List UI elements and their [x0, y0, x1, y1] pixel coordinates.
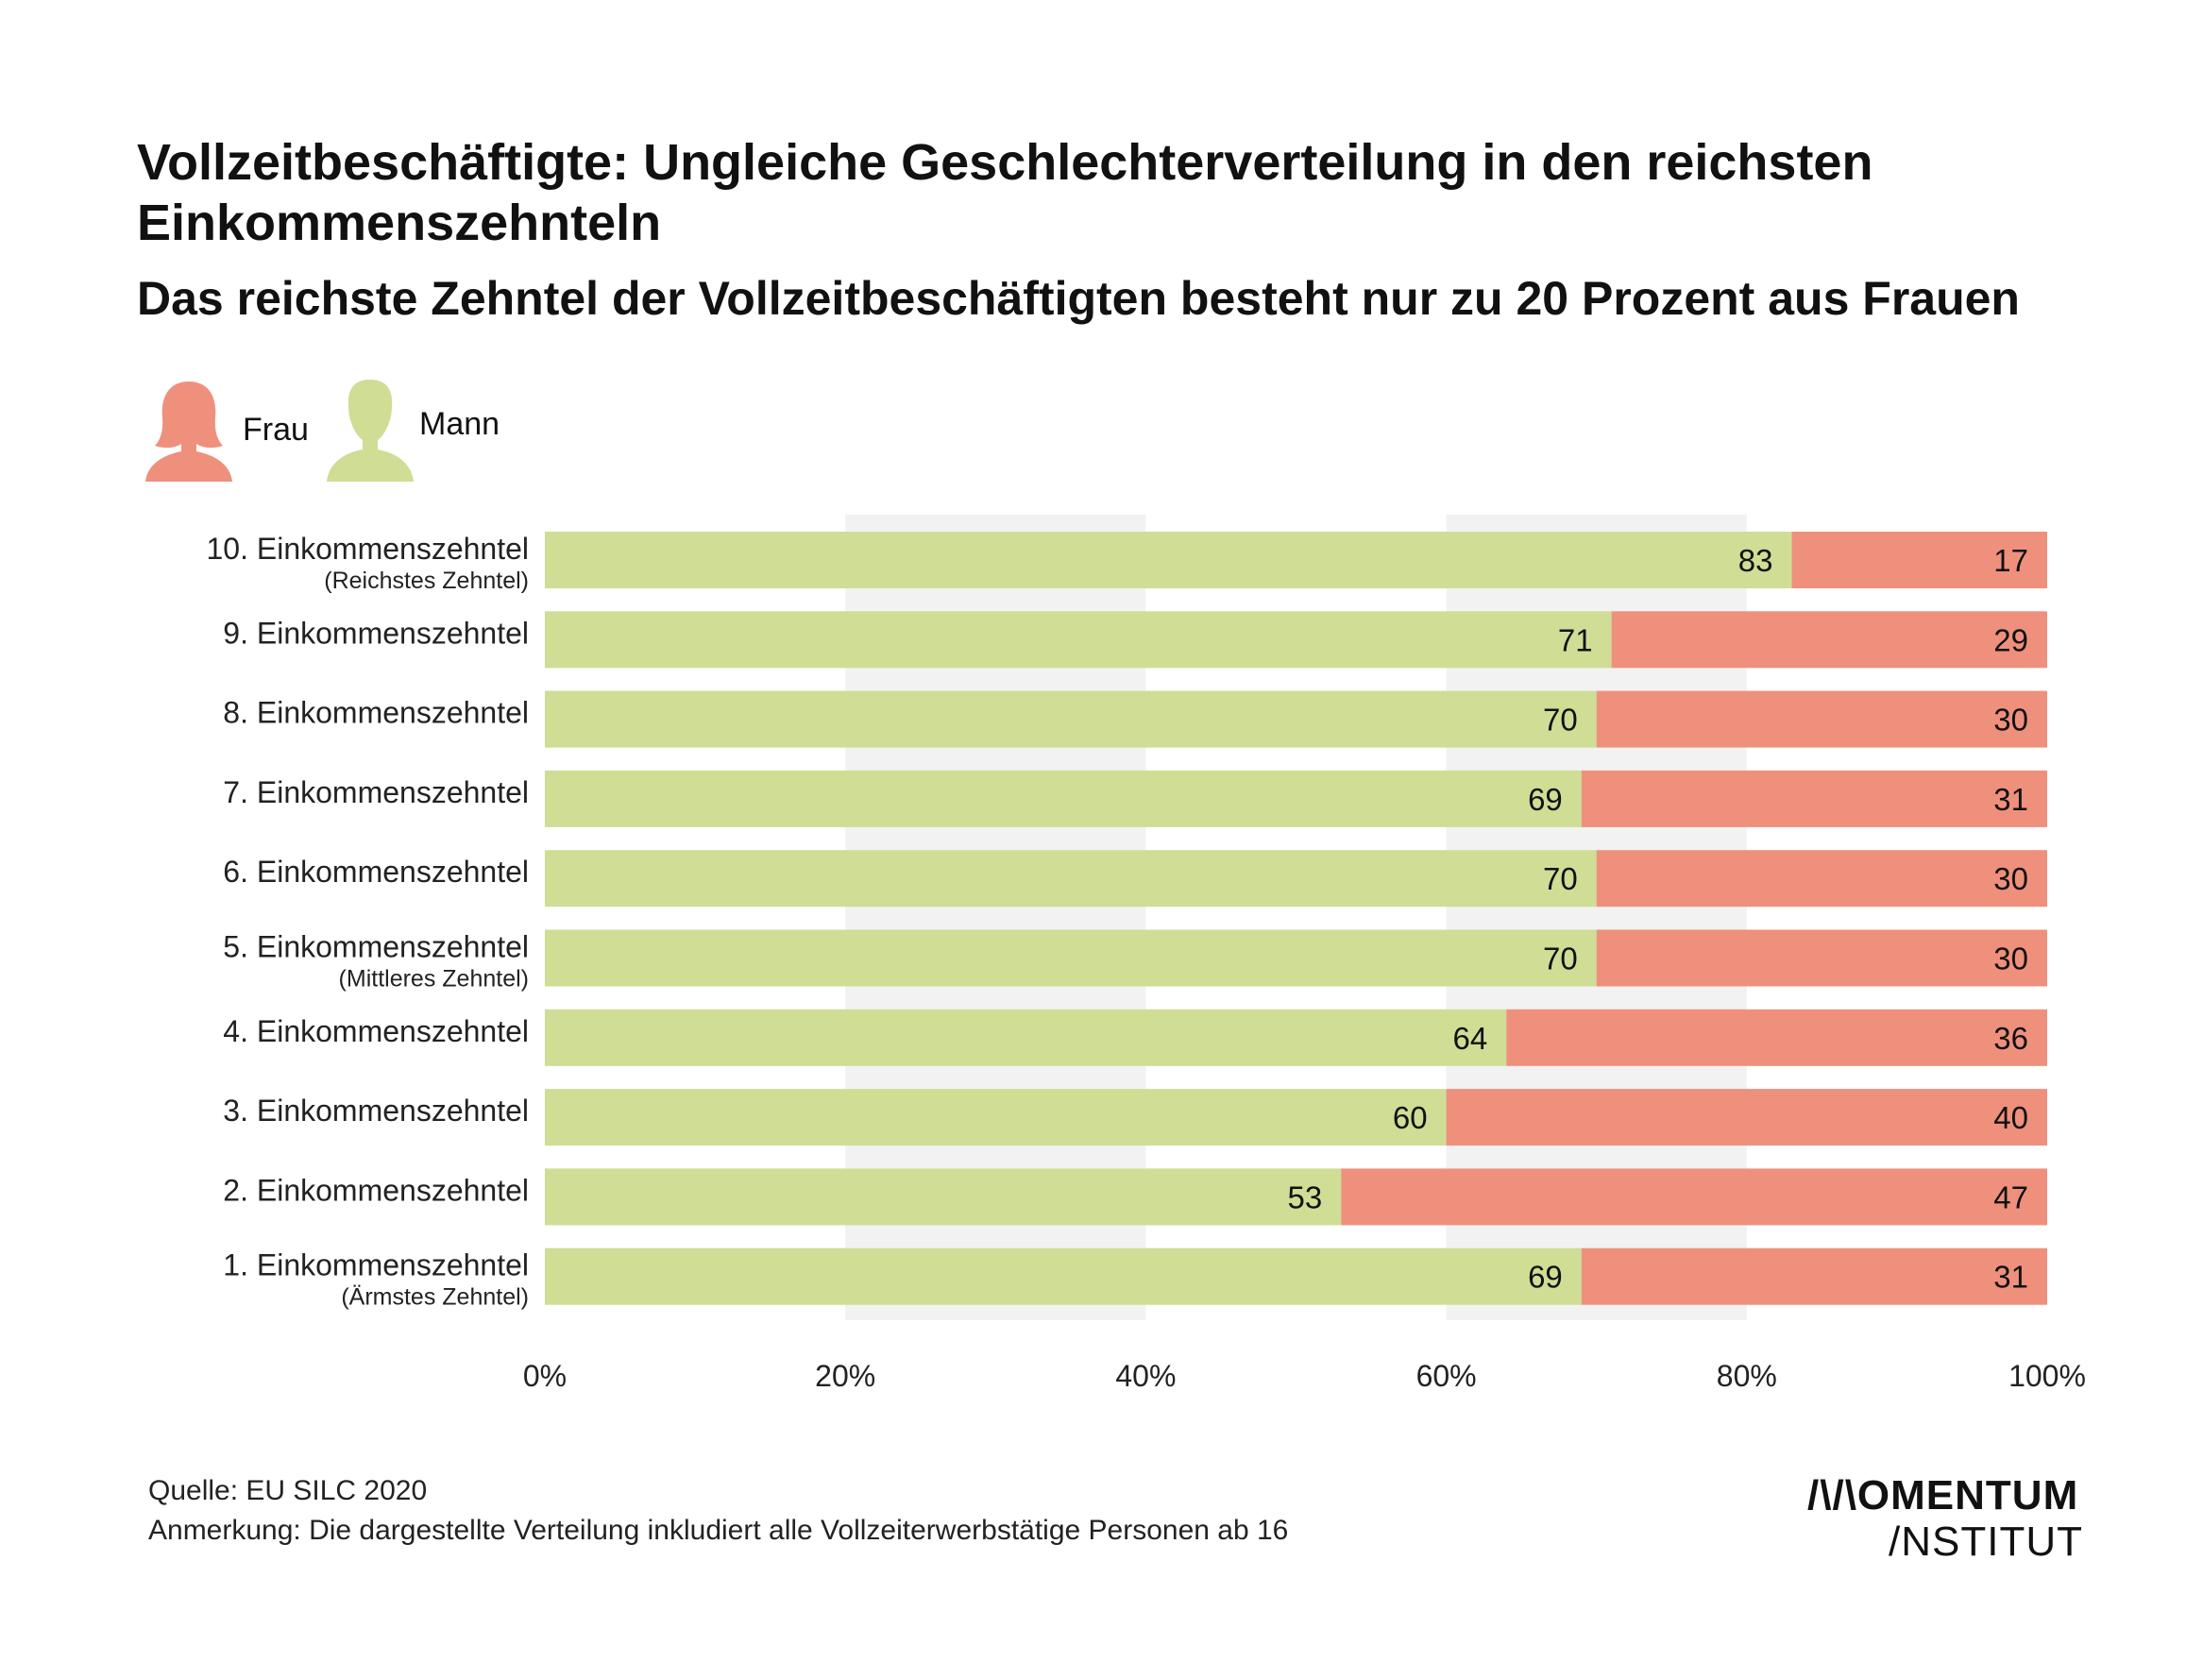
bar-frau	[1581, 1247, 2047, 1305]
category-label: 9. Einkommenszehntel	[223, 616, 529, 650]
bar-frau	[1596, 850, 2047, 908]
legend-item-mann: Mann	[323, 378, 568, 486]
bar-mann	[545, 1009, 1507, 1066]
bar-frau	[1446, 1089, 2047, 1146]
bar-mann	[545, 1168, 1342, 1226]
data-label-frau: 30	[1993, 703, 2028, 738]
data-label-mann: 69	[1528, 1260, 1563, 1295]
data-label-frau: 31	[1993, 1260, 2028, 1295]
bar-frau	[1506, 1009, 2047, 1066]
legend-label-mann: Mann	[419, 406, 500, 442]
chart-subtitle: Das reichste Zehntel der Vollzeitbeschäf…	[137, 272, 2020, 325]
data-label-frau: 47	[1993, 1179, 2028, 1214]
data-label-mann: 83	[1738, 543, 1773, 578]
woman-icon	[145, 382, 232, 482]
data-label-frau: 29	[1993, 622, 2028, 657]
category-label: 5. Einkommenszehntel	[223, 930, 529, 964]
data-label-mann: 53	[1288, 1179, 1323, 1214]
x-tick-label: 0%	[523, 1359, 567, 1393]
logo-line-2: /NSTITUT	[1889, 1519, 2083, 1565]
data-label-frau: 30	[1993, 942, 2028, 976]
data-label-mann: 69	[1528, 782, 1563, 817]
chart-title: Vollzeitbeschäftigte: Ungleiche Geschlec…	[137, 134, 1873, 251]
category-label: 4. Einkommenszehntel	[223, 1014, 529, 1048]
category-sublabel: (Mittleres Zehntel)	[339, 966, 529, 993]
footer: Quelle: EU SILC 2020 Anmerkung: Die darg…	[148, 1471, 1288, 1551]
category-label: 10. Einkommenszehntel	[206, 532, 529, 566]
category-label: 6. Einkommenszehntel	[223, 855, 529, 889]
bar-mann	[545, 1247, 1582, 1305]
data-label-mann: 70	[1543, 942, 1578, 976]
x-tick-label: 40%	[1115, 1359, 1176, 1393]
bar-frau	[1341, 1168, 2047, 1226]
x-tick-label: 20%	[815, 1359, 875, 1393]
bar-mann	[545, 770, 1582, 827]
data-label-mann: 60	[1393, 1100, 1428, 1135]
bar-frau	[1611, 611, 2047, 669]
legend: Frau Mann	[142, 378, 708, 486]
data-label-mann: 64	[1453, 1021, 1488, 1056]
data-label-mann: 70	[1543, 703, 1578, 738]
category-sublabel: (Reichstes Zehntel)	[324, 568, 529, 594]
bar-chart: 83 17 10. Einkommenszehntel(Reichstes Zehn…	[206, 515, 2086, 1393]
bar-mann	[545, 850, 1597, 908]
x-tick-label: 80%	[1717, 1359, 1777, 1393]
x-tick-label: 100%	[2008, 1359, 2086, 1393]
man-icon	[327, 380, 414, 482]
data-label-frau: 17	[1993, 543, 2028, 578]
category-label: 1. Einkommenszehntel	[223, 1248, 529, 1282]
remark-note: Anmerkung: Die dargestellte Verteilung i…	[148, 1515, 1289, 1546]
bar-frau	[1791, 532, 2047, 588]
category-sublabel: (Ärmstes Zehntel)	[341, 1284, 529, 1311]
bar-mann	[545, 690, 1597, 748]
category-label: 3. Einkommenszehntel	[223, 1094, 529, 1128]
category-label: 2. Einkommenszehntel	[223, 1173, 529, 1207]
bar-frau	[1596, 690, 2047, 748]
data-label-mann: 71	[1558, 622, 1593, 657]
data-label-mann: 70	[1543, 861, 1578, 896]
x-tick-label: 60%	[1416, 1359, 1477, 1393]
logo-line-1: /\/\OMENTUM	[1807, 1472, 2079, 1519]
data-label-frau: 40	[1993, 1100, 2028, 1135]
category-label: 7. Einkommenszehntel	[223, 775, 529, 809]
data-label-frau: 36	[1993, 1021, 2028, 1056]
legend-label-frau: Frau	[243, 412, 309, 448]
bar-frau	[1596, 929, 2047, 987]
bar-mann	[545, 1089, 1447, 1146]
bar-frau	[1581, 770, 2047, 827]
category-label: 8. Einkommenszehntel	[223, 696, 529, 730]
bar-mann	[545, 611, 1612, 669]
momentum-logo: /\/\OMENTUM /NSTITUT	[1807, 1473, 2083, 1566]
data-label-frau: 31	[1993, 782, 2028, 817]
bar-mann	[545, 532, 1792, 588]
bar-mann	[545, 929, 1597, 987]
legend-item-frau: Frau	[142, 378, 387, 486]
source-note: Quelle: EU SILC 2020	[148, 1475, 428, 1506]
data-label-frau: 30	[1993, 861, 2028, 896]
